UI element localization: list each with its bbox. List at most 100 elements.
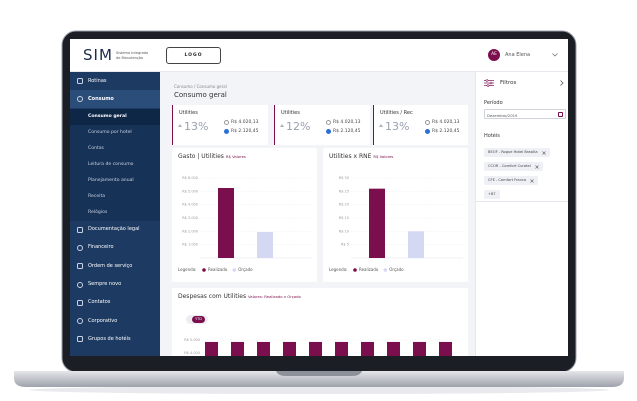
nav-label: Grupos de hotéis xyxy=(88,335,131,342)
user-name[interactable]: Ana Elena xyxy=(505,52,531,58)
nav-label: Sempre novo xyxy=(88,281,122,287)
toggle[interactable]: YTD xyxy=(192,316,205,323)
nav-item[interactable]: Financeiro xyxy=(70,239,160,257)
nav-icon xyxy=(77,244,83,251)
chip-remove[interactable] xyxy=(530,178,534,183)
chart-title: Despesas com Utilities xyxy=(178,293,247,300)
logo-button[interactable]: LOGO xyxy=(166,47,221,64)
nav-icon xyxy=(77,226,83,233)
chart-title: Utilities x RNE xyxy=(329,153,372,160)
legend-label: Orçado xyxy=(238,267,253,272)
chevron-shape xyxy=(560,80,564,86)
hotel-name: CCOR - Comfort Curatel xyxy=(488,164,531,168)
submenu-item[interactable]: Consumo geral xyxy=(70,108,160,125)
bar xyxy=(257,341,270,356)
y-tick-label: R$ 1.000 xyxy=(182,243,198,247)
legend-dot xyxy=(353,268,357,272)
nav-icon xyxy=(77,336,83,343)
nav-item[interactable]: Ordem de serviço xyxy=(70,257,160,275)
submenu-label: Receita xyxy=(88,193,106,199)
chart-plot: R$ 30 R$ 25 R$ 20 R$ 15 R$ 10 R$ 5 Legenda: Rea… xyxy=(329,176,463,272)
submenu-item[interactable]: Contas xyxy=(70,141,160,157)
screen: SIM Sistema Integrado de Manutenção LOGO… xyxy=(70,39,568,356)
submenu-item[interactable]: Planejamento anual xyxy=(70,173,160,189)
kpi-change: 13% xyxy=(385,120,410,133)
hotel-chip[interactable]: CCOR - Comfort Curatel xyxy=(484,162,543,171)
laptop-base xyxy=(14,371,624,387)
y-tick-label: R$ 3.000 xyxy=(182,216,198,220)
realizado-icon xyxy=(224,120,229,125)
submenu-item[interactable]: Receita xyxy=(70,189,160,205)
chart-subtitle: Valores: Realizado x Orçado xyxy=(248,294,301,299)
nav-icon xyxy=(77,318,83,325)
hotel-chip[interactable]: BEOF - Rogue Hotel Brasília xyxy=(484,148,550,157)
orcado-icon xyxy=(224,129,229,134)
legend-dot xyxy=(383,268,388,272)
realizado-icon xyxy=(425,120,430,125)
y-tick-label: R$ 4.000 xyxy=(182,203,198,207)
nav-item[interactable]: Contatos xyxy=(70,294,160,312)
legend-label: Orçado xyxy=(389,267,404,272)
bar xyxy=(309,341,322,356)
legend-title: Legenda: xyxy=(178,267,197,272)
legend-label: Realizado xyxy=(208,267,228,272)
y-tick-label: R$ 30 xyxy=(339,176,349,180)
nav-item[interactable]: Consumo xyxy=(70,90,160,109)
bar xyxy=(335,341,348,356)
filter-icon-knob xyxy=(485,79,489,82)
y-tick-label: R$ 20 xyxy=(339,203,349,207)
chart-plot: R$ 6.000 R$ 5.000 R$ 4.000 R$ 3.000 R$ 2.000… xyxy=(178,176,312,272)
kpi-realizado: R$ 4.020,13 xyxy=(333,120,361,125)
breadcrumb: Consumo / Consumo geral xyxy=(174,84,227,89)
y-tick-label: R$ 6.000 xyxy=(182,176,198,180)
kpi-realizado: R$ 4.020,13 xyxy=(231,120,259,125)
chart-subtitle: R$ Valores xyxy=(225,154,246,159)
nav-item[interactable]: Grupos de hotéis xyxy=(70,330,160,348)
nav-icon xyxy=(77,96,83,103)
chart-subtitle: R$ Valores xyxy=(373,154,394,159)
nav-label: Ordem de serviço xyxy=(88,262,133,269)
kpi-orcado: R$ 2.120,45 xyxy=(231,129,259,134)
sidebar: Rotinas Consumo Consumo geral Consumo por h… xyxy=(70,72,160,356)
kpi-card: Utilities 13% R$ 4.020,13 R$ 2.120,45 xyxy=(172,105,268,145)
submenu-item[interactable]: Relógios xyxy=(70,205,160,221)
hotel-name: CFE - Comfort Franca xyxy=(488,178,527,182)
hotel-chip[interactable]: CFE - Comfort Franca xyxy=(484,176,539,185)
nav-icon xyxy=(77,78,83,84)
nav-label: Financeiro xyxy=(88,244,114,251)
y-tick-label: R$ 2.000 xyxy=(182,229,198,233)
chip-remove[interactable] xyxy=(541,150,546,155)
kpi-card: Utilities / Rec 13% R$ 4.020,13 R$ 2.120,45 xyxy=(373,105,468,145)
period-input[interactable]: Dezembro/2019 xyxy=(484,109,566,119)
nav-label: Consumo xyxy=(88,95,114,102)
avatar[interactable]: AE xyxy=(488,49,500,61)
filter-icon xyxy=(484,79,494,87)
user-chevron[interactable] xyxy=(552,53,558,57)
remove-shape xyxy=(530,178,534,183)
submenu-item[interactable]: Leitura de consumo xyxy=(70,157,160,173)
bar xyxy=(257,232,273,258)
filter-icon-knob xyxy=(486,84,490,87)
kpi-arrow xyxy=(280,124,284,127)
legend-dot xyxy=(232,268,237,272)
bar xyxy=(283,341,296,356)
submenu-item[interactable]: Consumo por hotel xyxy=(70,125,160,141)
nav-item[interactable]: Rotinas xyxy=(70,72,160,90)
nav-item[interactable]: Corporativo xyxy=(70,312,160,330)
more-chip[interactable]: +87 xyxy=(484,190,500,199)
header: SIM Sistema Integrado de Manutenção LOGO… xyxy=(70,39,568,72)
bar xyxy=(231,341,244,356)
nav-item[interactable]: Documentação legal xyxy=(70,221,160,239)
remove-shape xyxy=(535,164,539,169)
panel-chevron[interactable] xyxy=(560,80,564,86)
nav-label: Rotinas xyxy=(88,77,107,84)
kpi-arrow xyxy=(178,124,182,127)
main-content: Consumo / Consumo geral Consumo geral Ut… xyxy=(160,72,475,356)
nav-item[interactable]: Sempre novo xyxy=(70,276,160,294)
chip-remove[interactable] xyxy=(535,164,539,169)
y-tick-label: R$ 15 xyxy=(339,216,349,220)
orcado-icon xyxy=(425,129,430,134)
nav-icon xyxy=(77,281,83,288)
y-tick-label: R$ 5.000 xyxy=(182,189,198,193)
